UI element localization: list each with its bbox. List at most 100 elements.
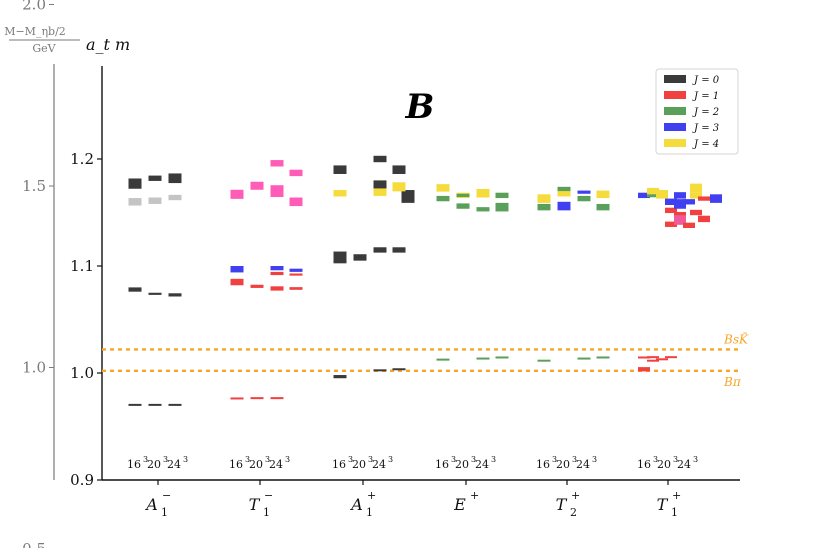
threshold-label: BsK̄ — [723, 331, 749, 346]
volume-label-exp: 3 — [552, 455, 557, 464]
level-box — [373, 369, 387, 372]
legend-label: J = 4 — [692, 139, 719, 150]
level-box — [690, 183, 702, 193]
level-box — [456, 203, 470, 209]
volume-label-exp: 3 — [491, 455, 496, 464]
level-box — [577, 190, 591, 194]
volume-label-exp: 3 — [368, 455, 373, 464]
level-box — [647, 359, 659, 362]
volume-label-exp: 3 — [348, 455, 353, 464]
chart-title: B — [405, 87, 435, 127]
x-tick-label-sub: 2 — [570, 506, 577, 519]
level-box — [392, 165, 406, 174]
level-box — [250, 397, 264, 400]
volume-labels: 16 320 324 3 16 320 324 3 16 320 324 3 16 320 324 3 16 32… — [127, 455, 698, 471]
level-box — [537, 194, 551, 203]
legend-swatch — [664, 123, 686, 131]
legend: J = 0 J = 1 J = 2 J = 3 J = 4 — [655, 68, 739, 155]
level-box — [596, 203, 610, 211]
level-box — [289, 273, 303, 276]
legend-swatch — [664, 75, 686, 83]
legend-swatch — [664, 107, 686, 115]
level-box — [647, 193, 659, 198]
volume-label: 16 — [332, 458, 346, 471]
volume-label-exp: 3 — [471, 455, 476, 464]
level-box — [392, 368, 406, 371]
level-box — [373, 188, 387, 196]
level-box — [683, 222, 695, 229]
level-box — [373, 247, 387, 253]
volume-label: 20 — [556, 458, 570, 471]
level-box — [674, 199, 686, 209]
level-box — [270, 271, 284, 276]
x-tick-label: T — [249, 495, 261, 514]
x-tick-label: A — [349, 495, 363, 514]
legend-label: J = 0 — [692, 75, 720, 86]
volume-label-exp: 3 — [693, 455, 698, 464]
volume-label-exp: 3 — [163, 455, 168, 464]
x-tick-label: T — [556, 495, 568, 514]
level-box — [710, 194, 722, 203]
level-box — [698, 196, 710, 201]
level-box — [557, 201, 571, 211]
volume-label: 16 — [229, 458, 243, 471]
level-box — [665, 221, 677, 227]
x-tick-label: E — [453, 495, 466, 514]
volume-label: 24 — [677, 458, 691, 471]
left-tick-label: 0.5 — [22, 540, 46, 548]
x-tick-label-sup: + — [470, 489, 479, 502]
level-box — [148, 292, 162, 295]
level-box — [476, 207, 490, 212]
volume-label: 24 — [475, 458, 489, 471]
level-box — [690, 209, 702, 216]
level-box — [270, 397, 284, 400]
volume-label-exp: 3 — [285, 455, 290, 464]
level-box — [557, 190, 571, 197]
level-box — [230, 266, 244, 273]
level-box — [456, 193, 470, 197]
level-box — [495, 356, 509, 359]
volume-label: 16 — [637, 458, 651, 471]
level-box — [128, 287, 142, 292]
level-box — [148, 175, 162, 181]
volume-label-exp: 3 — [245, 455, 250, 464]
level-box — [230, 189, 244, 199]
level-box — [557, 186, 571, 192]
level-box — [250, 284, 264, 288]
level-box — [647, 187, 659, 195]
level-box — [698, 215, 710, 223]
level-box — [436, 184, 450, 192]
level-box — [333, 251, 347, 264]
x-tick-label-sup: + — [672, 489, 681, 502]
volume-label-exp: 3 — [653, 455, 658, 464]
level-box — [674, 192, 686, 199]
x-axis-ticks: A −1 T −1 A +1 E + T +2 T +1 — [144, 480, 681, 519]
x-tick-label-sup: + — [571, 489, 580, 502]
level-box — [436, 358, 450, 361]
level-box — [148, 197, 162, 204]
level-box — [168, 293, 182, 297]
x-tick-label-sub: 1 — [671, 506, 678, 519]
volume-label-exp: 3 — [265, 455, 270, 464]
legend-swatch — [664, 139, 686, 147]
level-box — [270, 185, 284, 197]
volume-label: 24 — [167, 458, 181, 471]
level-box — [495, 202, 509, 212]
x-tick-label: A — [144, 495, 158, 514]
left-axis-label: M−M_ηb/2 GeV — [4, 25, 80, 55]
level-box — [392, 182, 406, 192]
volume-label: 24 — [576, 458, 590, 471]
left-axis-label-unit: GeV — [32, 42, 56, 55]
volume-label-exp: 3 — [183, 455, 188, 464]
level-box — [373, 180, 387, 189]
level-box — [436, 195, 450, 202]
level-box — [596, 190, 610, 199]
level-box — [128, 403, 142, 406]
level-box — [128, 178, 142, 189]
level-box — [495, 192, 509, 199]
level-box — [230, 397, 244, 400]
volume-label: 16 — [127, 458, 141, 471]
y-tick-label: 1.1 — [70, 257, 94, 275]
threshold-lines: BsK̄ Bπ — [102, 331, 749, 389]
level-box — [638, 192, 650, 199]
